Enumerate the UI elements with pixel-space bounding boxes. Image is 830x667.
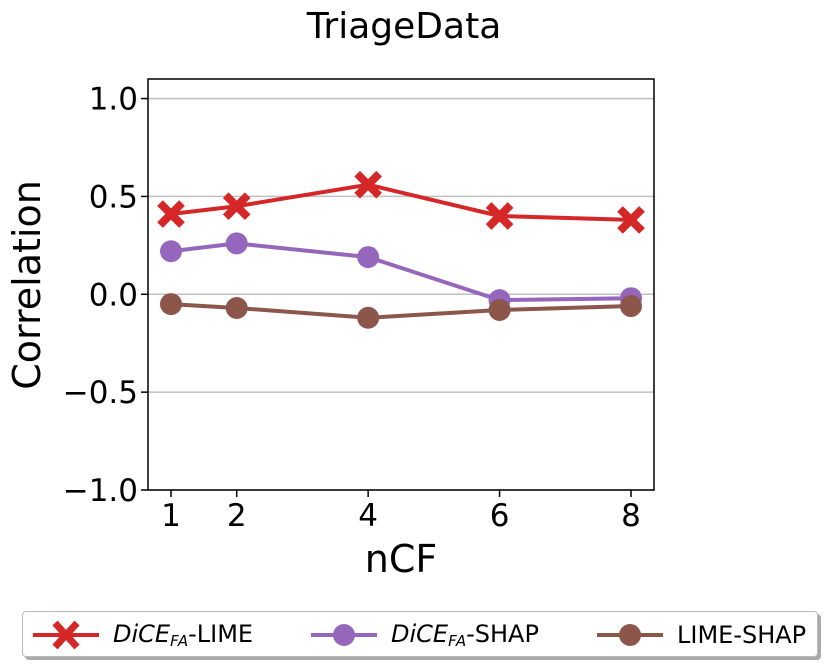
y-tick-label: 1.0 xyxy=(89,82,138,118)
chart-title: TriageData xyxy=(306,6,502,47)
data-point-circle xyxy=(160,293,182,316)
x-ticks: 1 2 4 6 8 xyxy=(161,490,641,534)
legend-marker-x-icon xyxy=(33,620,99,650)
y-ticks: −1.0 −0.5 0.0 0.5 1.0 xyxy=(63,82,148,509)
x-tick-label: 1 xyxy=(161,498,181,534)
chart-canvas: TriageData −1.0 −0.5 0.0 0.5 1.0 1 2 4 6 8 nCF C… xyxy=(5,6,655,581)
y-tick-label: 0.0 xyxy=(89,277,138,313)
data-point-circle xyxy=(620,295,642,318)
data-point-circle xyxy=(357,246,380,269)
legend-label: LIME-SHAP xyxy=(677,621,807,649)
grid-lines xyxy=(148,97,654,491)
legend-label: DiCEFA-SHAP xyxy=(391,620,539,650)
x-tick-label: 8 xyxy=(621,498,641,534)
x-tick-label: 2 xyxy=(227,498,247,534)
data-point-circle xyxy=(160,240,182,263)
legend-item-lime-shap: LIME-SHAP xyxy=(593,612,806,658)
y-tick-label: −1.0 xyxy=(63,473,138,509)
data-point-circle xyxy=(225,232,248,255)
data-point-x xyxy=(222,192,251,221)
data-point-x xyxy=(157,200,185,228)
data-point-x xyxy=(617,206,645,234)
data-point-circle xyxy=(357,306,380,329)
data-point-circle xyxy=(488,298,511,321)
data-point-circle xyxy=(225,296,248,319)
x-axis-label: nCF xyxy=(365,537,437,581)
y-tick-label: 0.5 xyxy=(89,179,138,215)
x-tick-label: 4 xyxy=(358,498,378,534)
legend-marker-circle-icon xyxy=(597,624,663,646)
y-tick-label: −0.5 xyxy=(63,375,138,411)
legend-label: DiCEFA-LIME xyxy=(113,620,254,650)
y-axis-label: Correlation xyxy=(5,180,49,390)
legend-marker-circle-icon xyxy=(311,624,377,646)
data-point-x xyxy=(485,202,514,230)
series-markers xyxy=(157,170,645,329)
legend-item-dice-shap: DiCEFA-SHAP xyxy=(307,612,539,658)
data-point-x xyxy=(354,170,382,199)
legend-item-dice-lime: DiCEFA-LIME xyxy=(29,612,253,658)
legend: DiCEFA-LIME DiCEFA-SHAP LIME-SHAP xyxy=(22,611,818,657)
plot-frame xyxy=(147,78,655,491)
x-tick-label: 6 xyxy=(490,498,510,534)
